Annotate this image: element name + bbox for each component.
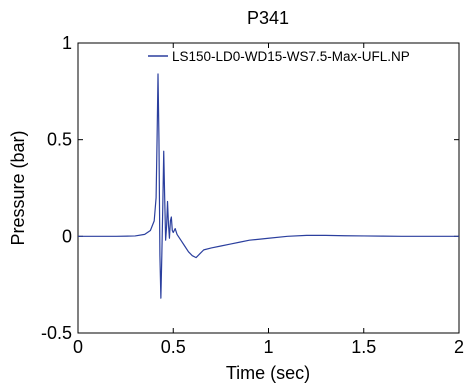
legend-label: LS150-LD0-WD15-WS7.5-Max-UFL.NP: [172, 49, 410, 64]
series-line: [78, 73, 459, 299]
legend: LS150-LD0-WD15-WS7.5-Max-UFL.NP: [148, 49, 410, 64]
y-axis-label: Pressure (bar): [8, 130, 28, 245]
y-tick-label: 0: [62, 226, 72, 246]
chart-title: P341: [247, 8, 289, 28]
series-layer: [78, 73, 459, 299]
tick-layer: 0 0.5 1 1.5 2-0.500.51: [41, 33, 464, 357]
x-tick-label: 0: [73, 337, 83, 357]
y-tick-label: -0.5: [41, 323, 72, 343]
plot-frame: [77, 42, 460, 334]
x-axis-label: Time (sec): [226, 363, 310, 383]
y-tick-label: 0.5: [47, 130, 72, 150]
x-tick-label: 1.5: [351, 337, 376, 357]
x-tick-label: 0.5: [161, 337, 186, 357]
x-tick-label: 1: [263, 337, 273, 357]
y-tick-label: 1: [62, 33, 72, 53]
x-tick-label: 2: [454, 337, 464, 357]
